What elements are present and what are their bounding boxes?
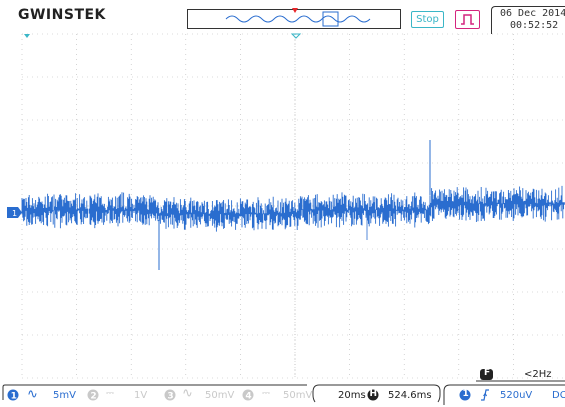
filter-value: <2Hz: [524, 369, 552, 380]
dc-coupling-icon: ⎓: [262, 388, 270, 399]
svg-text:1: 1: [11, 392, 17, 402]
top-bar: GWINSTEK Stop 06 Dec 2014 00:52:52: [0, 0, 565, 34]
svg-text:2: 2: [90, 392, 96, 402]
ch1-badge-icon: 1: [7, 389, 19, 401]
horizontal-position: 524.6ms: [388, 390, 432, 401]
h-badge: H: [369, 389, 378, 399]
date-label: 06 Dec 2014: [500, 8, 565, 19]
trigger-position-marker: [292, 8, 298, 13]
ch1-scale: 5mV: [53, 390, 76, 401]
trigger-source-icon: [459, 389, 471, 401]
trigger-level: 520uV: [500, 390, 533, 401]
ch1-marker-icon: 1: [7, 207, 22, 218]
ch4-badge-icon: 4: [242, 389, 254, 401]
ch4-scale: 50mV: [283, 390, 313, 401]
run-stop-button[interactable]: Stop: [411, 11, 444, 28]
datetime-box: [491, 6, 565, 34]
pulse-icon: [461, 14, 474, 25]
status-frame: [2, 384, 565, 405]
trigger-source: 1: [462, 389, 469, 399]
svg-text:4: 4: [245, 392, 251, 402]
filter-badge: F: [484, 368, 491, 378]
svg-text:3: 3: [167, 392, 173, 402]
ch2-badge-icon: 2: [87, 389, 99, 401]
svg-text:1: 1: [12, 209, 17, 218]
dc-coupling-icon: ⎓: [106, 388, 114, 399]
ch2-scale: 1V: [134, 390, 148, 401]
trigger-mode-button[interactable]: [455, 10, 480, 29]
waveform-display[interactable]: [0, 30, 565, 382]
ch3-badge-icon: 3: [164, 389, 176, 401]
horizontal-position-icon: [367, 389, 379, 401]
time-label: 00:52:52: [510, 20, 559, 31]
timebase-scale: 20ms: [338, 390, 366, 401]
brand-logo: GWINSTEK: [18, 7, 106, 23]
status-bar: [0, 382, 565, 407]
ac-coupling-icon: ∿: [182, 386, 193, 401]
ch1-level-marker[interactable]: 1: [7, 203, 22, 218]
filter-underline: [476, 369, 565, 382]
ac-coupling-icon: ∿: [27, 387, 38, 402]
rising-edge-icon: [481, 389, 489, 401]
scope-grid: [21, 33, 565, 379]
overview-wave-icon: [225, 11, 371, 27]
trigger-coupling: DC: [552, 390, 565, 401]
ch3-scale: 50mV: [205, 390, 235, 401]
filter-indicator: F: [476, 368, 565, 382]
